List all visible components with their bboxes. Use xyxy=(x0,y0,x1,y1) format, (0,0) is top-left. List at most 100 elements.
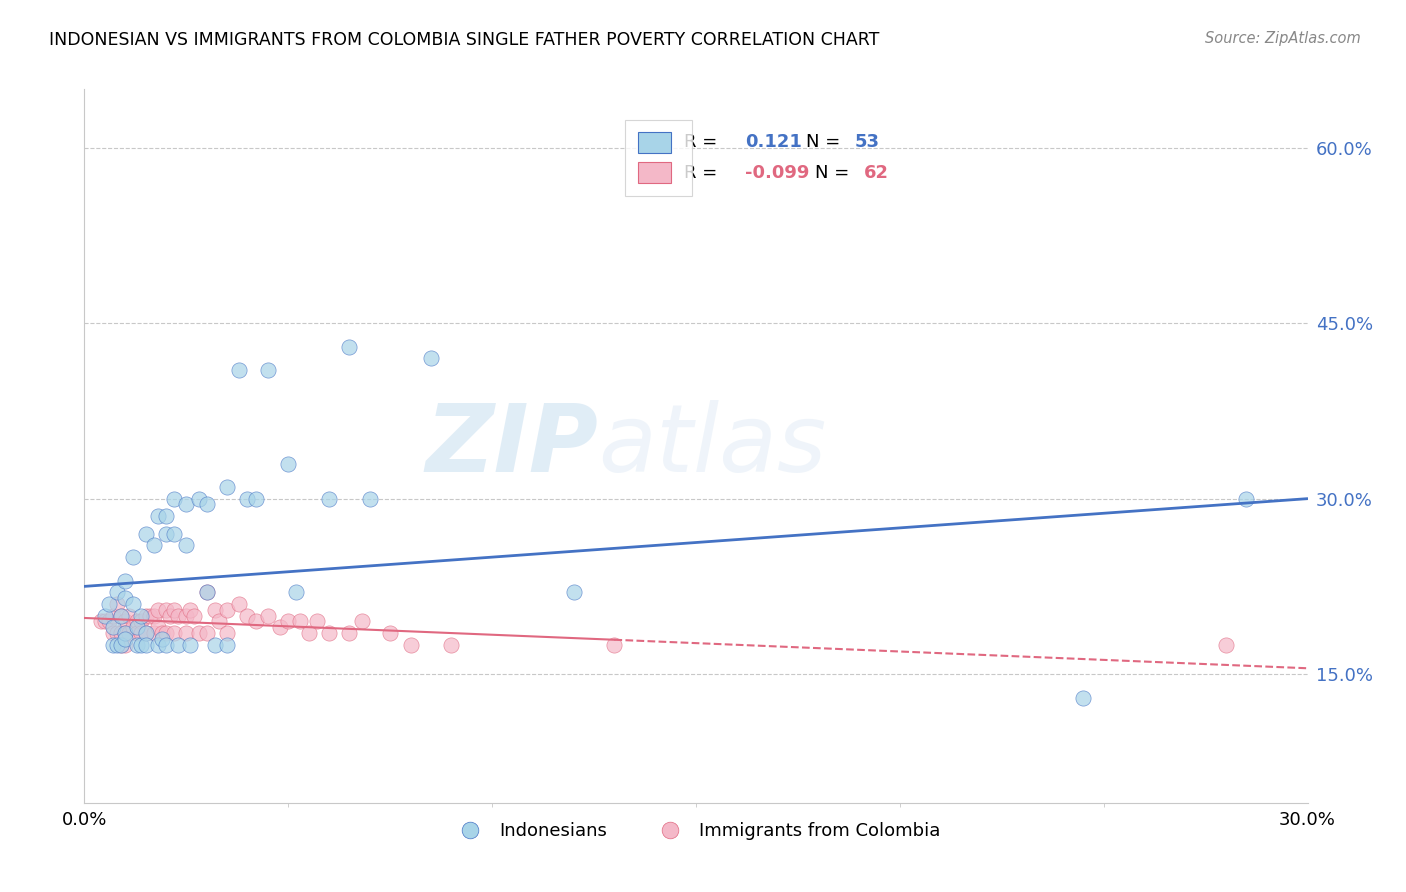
Point xyxy=(236,491,259,506)
Point xyxy=(110,626,132,640)
Text: N =: N = xyxy=(814,164,855,182)
Point xyxy=(114,632,136,646)
Point xyxy=(118,626,141,640)
Point xyxy=(142,626,165,640)
Point xyxy=(1215,638,1237,652)
Text: INDONESIAN VS IMMIGRANTS FROM COLOMBIA SINGLE FATHER POVERTY CORRELATION CHART: INDONESIAN VS IMMIGRANTS FROM COLOMBIA S… xyxy=(49,31,880,49)
Point xyxy=(101,608,124,623)
Point xyxy=(150,626,173,640)
Text: 53: 53 xyxy=(855,134,880,152)
Point xyxy=(167,638,190,652)
Point xyxy=(339,340,361,354)
Point xyxy=(350,615,373,629)
Point xyxy=(118,608,141,623)
Point xyxy=(146,638,169,652)
Point xyxy=(127,615,149,629)
Point xyxy=(236,608,259,623)
Point xyxy=(142,608,165,623)
Point xyxy=(114,615,136,629)
Point xyxy=(217,626,239,640)
Point xyxy=(163,526,186,541)
Point xyxy=(339,626,361,640)
Point xyxy=(93,615,115,629)
Point xyxy=(420,351,443,366)
Point xyxy=(127,620,149,634)
Text: Source: ZipAtlas.com: Source: ZipAtlas.com xyxy=(1205,31,1361,46)
Point xyxy=(298,626,321,640)
Point xyxy=(359,491,381,506)
Point xyxy=(122,620,145,634)
Point xyxy=(135,526,157,541)
Point xyxy=(179,603,201,617)
Point xyxy=(318,491,340,506)
Point xyxy=(187,626,209,640)
Point xyxy=(195,585,218,599)
Point xyxy=(269,620,291,634)
Point xyxy=(101,638,124,652)
Point xyxy=(562,585,585,599)
Point xyxy=(217,638,239,652)
Point xyxy=(228,363,250,377)
Text: ZIP: ZIP xyxy=(425,400,598,492)
Point xyxy=(105,597,128,611)
Point xyxy=(138,608,160,623)
Point xyxy=(204,603,226,617)
Point xyxy=(187,491,209,506)
Point xyxy=(257,363,280,377)
Point xyxy=(114,626,136,640)
Point xyxy=(277,457,299,471)
Point xyxy=(135,638,157,652)
Point xyxy=(105,585,128,599)
Point xyxy=(131,626,153,640)
Text: R =: R = xyxy=(683,134,723,152)
Point xyxy=(155,603,177,617)
Text: 62: 62 xyxy=(863,164,889,182)
Point xyxy=(195,585,218,599)
Point xyxy=(110,638,132,652)
Point xyxy=(127,626,149,640)
Point xyxy=(163,603,186,617)
Point xyxy=(1236,491,1258,506)
Point xyxy=(399,638,422,652)
Point xyxy=(380,626,402,640)
Point xyxy=(150,632,173,646)
Text: -0.099: -0.099 xyxy=(745,164,810,182)
Point xyxy=(228,597,250,611)
Point xyxy=(105,626,128,640)
Point xyxy=(195,626,218,640)
Point xyxy=(110,638,132,652)
Point xyxy=(135,626,157,640)
Point xyxy=(217,480,239,494)
Point xyxy=(174,498,197,512)
Point xyxy=(93,608,115,623)
Point xyxy=(163,626,186,640)
Point xyxy=(1073,690,1095,705)
Point xyxy=(135,626,157,640)
Point xyxy=(167,608,190,623)
Point xyxy=(146,620,169,634)
Point xyxy=(155,638,177,652)
Point xyxy=(217,603,239,617)
Point xyxy=(131,608,153,623)
Point xyxy=(245,615,267,629)
Point xyxy=(114,591,136,605)
Point xyxy=(101,620,124,634)
Point xyxy=(257,608,280,623)
Point xyxy=(174,608,197,623)
Point xyxy=(142,538,165,552)
Point xyxy=(179,638,201,652)
Point xyxy=(135,608,157,623)
Point xyxy=(110,608,132,623)
Point xyxy=(245,491,267,506)
Point xyxy=(183,608,205,623)
Point xyxy=(97,597,120,611)
Point xyxy=(131,638,153,652)
Point xyxy=(101,626,124,640)
Point xyxy=(318,626,340,640)
Point xyxy=(155,509,177,524)
Point xyxy=(122,597,145,611)
Point xyxy=(114,574,136,588)
Point xyxy=(122,550,145,565)
Point xyxy=(174,626,197,640)
Point xyxy=(603,638,626,652)
